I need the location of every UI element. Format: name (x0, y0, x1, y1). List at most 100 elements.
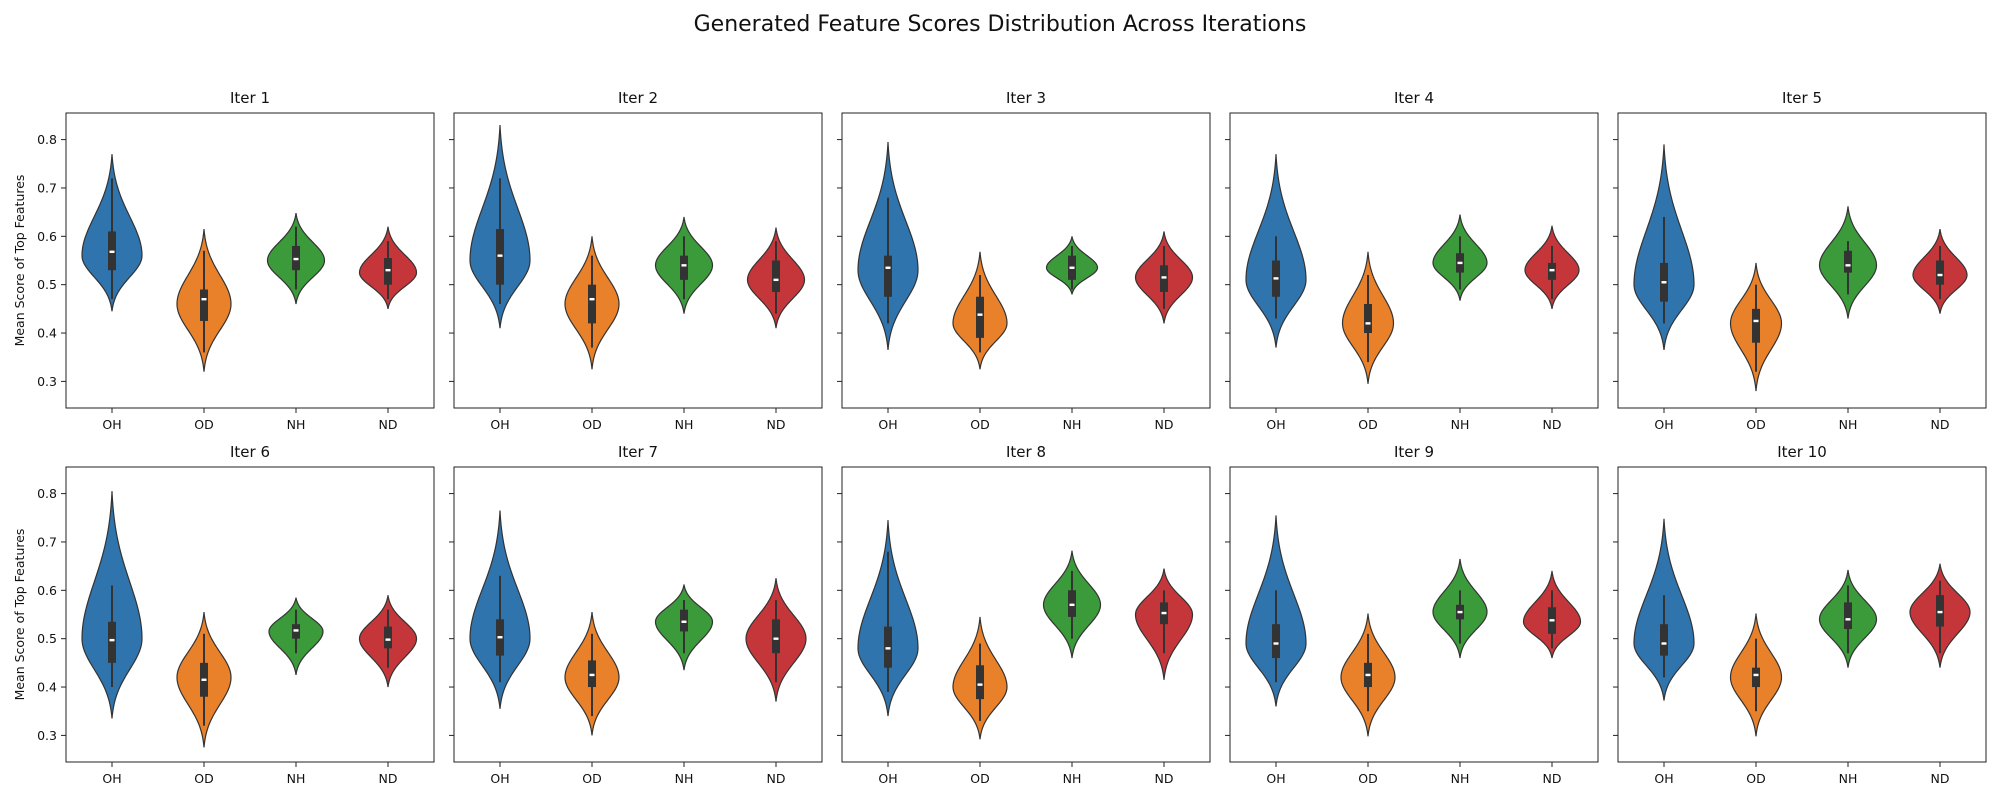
x-tick-label: ND (767, 771, 786, 786)
x-tick-label: ND (1931, 417, 1950, 432)
panel-7: Iter 7 OH OD NH ND (449, 443, 823, 786)
panel-title: Iter 2 (618, 89, 658, 107)
violin-median (681, 620, 687, 623)
violin-iqr-box (1548, 262, 1556, 280)
y-tick-label: 0.4 (37, 680, 57, 695)
panel-1: Iter 1 0.3 0.4 0.5 0.6 0.7 0.8 Mean Score of To… (12, 89, 435, 432)
panel-4: Iter 4 OH OD NH ND (1225, 89, 1599, 432)
x-tick-label: OH (1654, 417, 1673, 432)
violin-median (1365, 322, 1371, 325)
panel-frame (841, 466, 1211, 763)
panel-9: Iter 9 OH OD NH ND (1225, 443, 1599, 786)
panel-5: Iter 5 OH OD NH ND (1613, 89, 1987, 432)
x-tick-label: ND (1931, 771, 1950, 786)
x-tick-label: OH (878, 771, 897, 786)
violin-iqr-box (1844, 250, 1852, 273)
x-tick-label: OH (1266, 417, 1285, 432)
violin-iqr-box (1160, 265, 1168, 292)
violin-median (1845, 264, 1851, 267)
y-tick-label: 0.7 (37, 534, 57, 549)
violin-iqr-box (1364, 304, 1372, 334)
violin-median (1661, 281, 1667, 284)
x-tick-label: ND (1155, 771, 1174, 786)
x-tick-label: OD (1358, 771, 1377, 786)
violin-median (1549, 268, 1555, 272)
violin-median (589, 673, 595, 677)
violin-median (1161, 276, 1167, 279)
x-tick-label: OH (1654, 771, 1673, 786)
violin-iqr-box (680, 609, 688, 632)
x-tick-label: OD (970, 771, 989, 786)
x-tick-label: OH (1266, 771, 1285, 786)
x-tick-label: NH (675, 417, 694, 432)
panel-6: Iter 6 0.3 0.4 0.5 0.6 0.7 0.8 Mean Score of To… (12, 443, 435, 786)
panel-title: Iter 3 (1006, 89, 1046, 107)
panel-title: Iter 6 (230, 443, 270, 461)
panel-title: Iter 4 (1394, 89, 1434, 107)
x-tick-label: OD (582, 417, 601, 432)
violin-iqr-box (884, 255, 892, 297)
violin-median (1161, 611, 1167, 615)
x-tick-label: OD (970, 417, 989, 432)
x-tick-label: OD (1746, 417, 1765, 432)
y-axis-label: Mean Score of Top Features (12, 175, 27, 347)
x-tick-label: NH (1839, 417, 1858, 432)
x-tick-label: OH (878, 417, 897, 432)
x-tick-label: NH (1063, 771, 1082, 786)
x-tick-label: NH (675, 771, 694, 786)
panel-frame (1617, 466, 1987, 763)
x-tick-label: OD (1358, 417, 1377, 432)
y-tick-label: 0.5 (37, 631, 57, 646)
violin-median (293, 257, 299, 261)
x-tick-label: OD (582, 771, 601, 786)
x-tick-label: NH (1839, 771, 1858, 786)
panel-frame (1617, 112, 1987, 409)
panel-title: Iter 9 (1394, 443, 1434, 461)
violin-median (109, 250, 115, 253)
panel-title: Iter 1 (230, 89, 270, 107)
violin-median (1937, 610, 1943, 614)
violin-median (977, 683, 983, 686)
panel-2: Iter 2 OH OD NH ND (449, 89, 823, 432)
violin-median (773, 278, 779, 282)
panel-8: Iter 8 OH OD NH ND (837, 443, 1211, 786)
x-tick-label: ND (1155, 417, 1174, 432)
violin-median (1457, 610, 1463, 614)
x-tick-label: NH (1063, 417, 1082, 432)
violin-median (1937, 273, 1943, 277)
x-tick-label: OH (102, 417, 121, 432)
x-tick-label: NH (287, 417, 306, 432)
y-tick-label: 0.8 (37, 132, 57, 147)
x-tick-label: ND (379, 771, 398, 786)
violin-median (293, 629, 299, 632)
x-tick-label: NH (1451, 417, 1470, 432)
x-tick-label: ND (379, 417, 398, 432)
x-tick-label: ND (1543, 417, 1562, 432)
x-tick-label: OD (194, 417, 213, 432)
panel-title: Iter 8 (1006, 443, 1046, 461)
violin-median (497, 254, 503, 257)
panel-frame (65, 112, 435, 409)
violin-median (385, 268, 391, 272)
violin-median (1365, 673, 1371, 677)
violin-iqr-box (496, 229, 504, 285)
violin-iqr-box (772, 619, 780, 654)
y-tick-label: 0.6 (37, 229, 57, 244)
y-tick-label: 0.4 (37, 326, 57, 341)
violin-median (1753, 319, 1759, 323)
violin-iqr-box (1660, 624, 1668, 656)
violin-median (1753, 673, 1759, 677)
violin-median (385, 638, 391, 641)
violin-iqr-box (384, 626, 392, 649)
panel-frame (1229, 466, 1599, 763)
x-tick-label: OH (490, 417, 509, 432)
y-tick-label: 0.3 (37, 728, 57, 743)
violin-iqr-box (588, 284, 596, 324)
violin-median (885, 647, 891, 650)
violin-iqr-box (1068, 590, 1076, 617)
violin-iqr-box (1752, 667, 1760, 688)
violin-median (1069, 266, 1075, 269)
panel-title: Iter 7 (618, 443, 658, 461)
violin-median (201, 678, 207, 681)
chart-title: Generated Feature Scores Distribution Ac… (693, 12, 1307, 37)
